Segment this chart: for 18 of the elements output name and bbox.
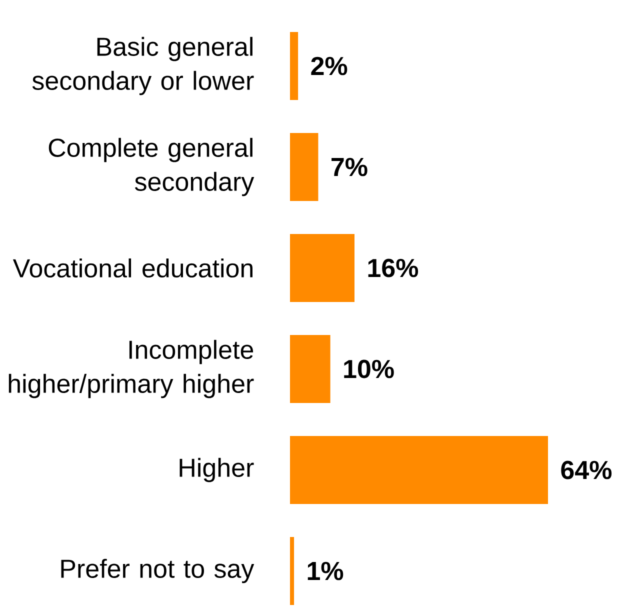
bar — [290, 32, 298, 100]
data-label: 64% — [561, 460, 612, 480]
y-tick-label: Incomplete higher/primary higher — [8, 340, 254, 398]
y-tick-label: Complete general secondary — [48, 138, 254, 196]
data-label: 7% — [332, 158, 368, 176]
bar — [290, 133, 318, 202]
y-tick-label: Basic general secondary or lower — [32, 36, 254, 96]
data-label: 10% — [344, 360, 394, 378]
y-tick-label: Prefer not to say — [61, 558, 254, 584]
bar — [290, 537, 294, 606]
y-tick-label: Vocational education — [12, 258, 252, 278]
bar — [290, 234, 354, 302]
y-tick-label: Higher — [180, 458, 254, 482]
data-label: 16% — [368, 258, 418, 278]
bar — [290, 436, 548, 504]
data-label: 1% — [308, 562, 344, 580]
data-label: 2% — [311, 56, 348, 76]
bar — [290, 335, 330, 404]
